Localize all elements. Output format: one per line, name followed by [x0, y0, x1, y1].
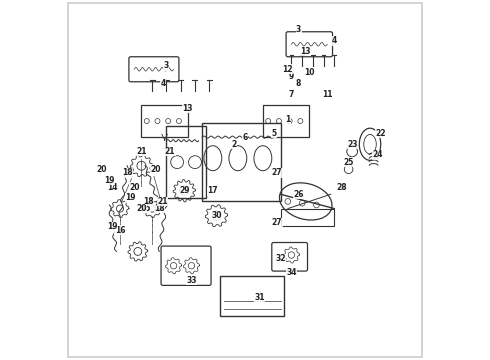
Text: 8: 8	[296, 79, 301, 88]
Text: 23: 23	[347, 140, 357, 149]
Text: 19: 19	[104, 176, 115, 185]
Text: 1: 1	[285, 115, 291, 124]
Text: 16: 16	[115, 225, 125, 234]
Text: 31: 31	[254, 293, 265, 302]
Text: 15: 15	[140, 204, 150, 213]
Text: 3: 3	[164, 61, 169, 70]
Text: 17: 17	[208, 186, 218, 195]
Text: 14: 14	[108, 183, 118, 192]
Text: 7: 7	[289, 90, 294, 99]
Text: 3: 3	[296, 26, 301, 35]
Text: 32: 32	[275, 254, 286, 263]
Text: 9: 9	[289, 72, 294, 81]
Text: 20: 20	[129, 183, 140, 192]
Text: 20: 20	[136, 204, 147, 213]
Text: 24: 24	[372, 150, 382, 159]
Text: 26: 26	[294, 190, 304, 199]
Text: 21: 21	[136, 147, 147, 156]
Text: 13: 13	[183, 104, 193, 113]
Text: 22: 22	[375, 129, 386, 138]
Text: 4: 4	[332, 36, 337, 45]
Text: 19: 19	[108, 222, 118, 231]
Text: 18: 18	[143, 197, 154, 206]
Text: 34: 34	[286, 268, 296, 277]
Text: 21: 21	[165, 147, 175, 156]
Text: 30: 30	[211, 211, 221, 220]
Text: 18: 18	[154, 204, 165, 213]
Text: 20: 20	[97, 165, 107, 174]
Text: 18: 18	[122, 168, 132, 177]
Text: 20: 20	[150, 165, 161, 174]
Text: 19: 19	[125, 193, 136, 202]
Text: 5: 5	[271, 129, 276, 138]
Text: 21: 21	[158, 197, 168, 206]
Text: 33: 33	[186, 275, 196, 284]
Text: 4: 4	[160, 79, 166, 88]
Text: 10: 10	[304, 68, 315, 77]
Text: 27: 27	[272, 168, 282, 177]
Text: 2: 2	[232, 140, 237, 149]
Text: 13: 13	[300, 47, 311, 56]
Text: 25: 25	[343, 158, 354, 167]
Text: 12: 12	[283, 65, 293, 74]
Text: 6: 6	[243, 132, 247, 141]
Text: 29: 29	[179, 186, 190, 195]
Text: 28: 28	[336, 183, 347, 192]
Text: 27: 27	[272, 219, 282, 228]
Text: 11: 11	[322, 90, 332, 99]
